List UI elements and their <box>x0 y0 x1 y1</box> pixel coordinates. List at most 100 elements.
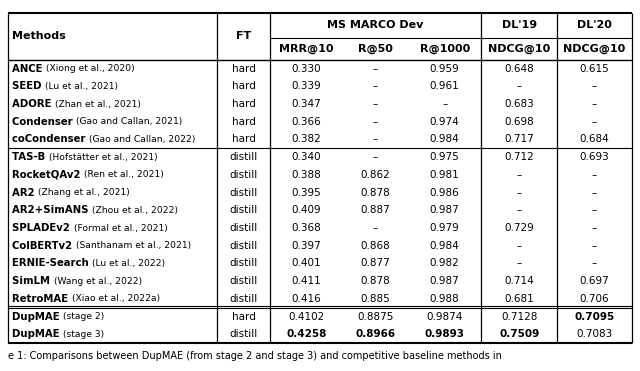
Text: 0.416: 0.416 <box>291 294 321 304</box>
Text: (Santhanam et al., 2021): (Santhanam et al., 2021) <box>76 241 191 250</box>
Text: 0.693: 0.693 <box>580 152 609 162</box>
Text: 0.982: 0.982 <box>430 259 460 269</box>
Text: distill: distill <box>229 329 258 339</box>
Text: (Lu et al., 2022): (Lu et al., 2022) <box>92 259 166 268</box>
Text: 0.975: 0.975 <box>430 152 460 162</box>
Text: –: – <box>516 188 522 198</box>
Text: –: – <box>516 170 522 180</box>
Text: 0.401: 0.401 <box>292 259 321 269</box>
Text: RocketQAv2: RocketQAv2 <box>12 170 84 180</box>
Text: –: – <box>592 205 597 215</box>
Text: DupMAE: DupMAE <box>12 312 63 322</box>
Text: –: – <box>373 117 378 127</box>
Text: –: – <box>373 223 378 233</box>
Text: 0.868: 0.868 <box>361 241 390 251</box>
Text: 0.698: 0.698 <box>504 117 534 127</box>
Text: 0.981: 0.981 <box>430 170 460 180</box>
Text: NDCG@10: NDCG@10 <box>563 44 626 54</box>
Text: –: – <box>592 99 597 109</box>
Text: 0.712: 0.712 <box>504 152 534 162</box>
Text: –: – <box>592 117 597 127</box>
Text: (Ren et al., 2021): (Ren et al., 2021) <box>84 170 164 180</box>
Text: 0.878: 0.878 <box>361 276 390 286</box>
Text: 0.714: 0.714 <box>504 276 534 286</box>
Text: (Wang et al., 2022): (Wang et al., 2022) <box>54 277 142 286</box>
Text: AR2+SimANS: AR2+SimANS <box>12 205 92 215</box>
Text: 0.684: 0.684 <box>580 134 609 144</box>
Text: 0.7095: 0.7095 <box>575 312 614 322</box>
Text: 0.368: 0.368 <box>291 223 321 233</box>
Text: (Formal et al., 2021): (Formal et al., 2021) <box>74 224 167 233</box>
Text: 0.4102: 0.4102 <box>288 312 324 322</box>
Text: distill: distill <box>229 259 258 269</box>
Text: (stage 2): (stage 2) <box>63 312 104 321</box>
Text: e 1: Comparisons between DupMAE (from stage 2 and stage 3) and competitive basel: e 1: Comparisons between DupMAE (from st… <box>8 351 502 361</box>
Text: –: – <box>516 205 522 215</box>
Text: ADORE: ADORE <box>12 99 55 109</box>
Text: distill: distill <box>229 294 258 304</box>
Text: (Xiong et al., 2020): (Xiong et al., 2020) <box>46 64 135 73</box>
Text: 0.366: 0.366 <box>291 117 321 127</box>
Text: –: – <box>592 81 597 91</box>
Text: 0.959: 0.959 <box>430 63 460 73</box>
Text: 0.979: 0.979 <box>430 223 460 233</box>
Text: distill: distill <box>229 188 258 198</box>
Text: hard: hard <box>232 134 255 144</box>
Text: 0.347: 0.347 <box>291 99 321 109</box>
Text: –: – <box>592 259 597 269</box>
Text: –: – <box>373 134 378 144</box>
Text: –: – <box>373 152 378 162</box>
Text: NDCG@10: NDCG@10 <box>488 44 550 54</box>
Text: –: – <box>592 241 597 251</box>
Text: MS MARCO Dev: MS MARCO Dev <box>327 20 424 30</box>
Text: distill: distill <box>229 241 258 251</box>
Text: 0.7083: 0.7083 <box>577 329 612 339</box>
Text: –: – <box>442 99 447 109</box>
Text: DL'20: DL'20 <box>577 20 612 30</box>
Text: 0.862: 0.862 <box>361 170 390 180</box>
Text: –: – <box>516 81 522 91</box>
Text: 0.395: 0.395 <box>291 188 321 198</box>
Text: distill: distill <box>229 170 258 180</box>
Text: –: – <box>373 81 378 91</box>
Text: (Zhan et al., 2021): (Zhan et al., 2021) <box>55 99 141 109</box>
Text: MRR@10: MRR@10 <box>279 44 333 54</box>
Text: (Xiao et al., 2022a): (Xiao et al., 2022a) <box>72 295 160 303</box>
Text: 0.706: 0.706 <box>580 294 609 304</box>
Text: Methods: Methods <box>12 32 65 42</box>
Text: R@1000: R@1000 <box>420 44 470 54</box>
Text: 0.729: 0.729 <box>504 223 534 233</box>
Text: 0.330: 0.330 <box>292 63 321 73</box>
Text: FT: FT <box>236 32 251 42</box>
Text: 0.8966: 0.8966 <box>355 329 396 339</box>
Text: 0.697: 0.697 <box>580 276 609 286</box>
Text: 0.339: 0.339 <box>291 81 321 91</box>
Text: (Zhang et al., 2021): (Zhang et al., 2021) <box>38 188 130 197</box>
Text: 0.984: 0.984 <box>430 134 460 144</box>
Text: distill: distill <box>229 223 258 233</box>
Text: 0.885: 0.885 <box>361 294 390 304</box>
Text: DupMAE: DupMAE <box>12 329 63 339</box>
Text: hard: hard <box>232 99 255 109</box>
Text: hard: hard <box>232 81 255 91</box>
Text: 0.4258: 0.4258 <box>286 329 326 339</box>
Text: distill: distill <box>229 205 258 215</box>
Text: –: – <box>516 241 522 251</box>
Text: ERNIE-Search: ERNIE-Search <box>12 259 92 269</box>
Text: DL'19: DL'19 <box>502 20 537 30</box>
Text: –: – <box>592 223 597 233</box>
Text: 0.411: 0.411 <box>291 276 321 286</box>
Text: 0.648: 0.648 <box>504 63 534 73</box>
Text: –: – <box>516 259 522 269</box>
Text: 0.8875: 0.8875 <box>357 312 394 322</box>
Text: TAS-B: TAS-B <box>12 152 49 162</box>
Text: hard: hard <box>232 117 255 127</box>
Text: 0.9893: 0.9893 <box>425 329 465 339</box>
Text: (Lu et al., 2021): (Lu et al., 2021) <box>45 82 118 91</box>
Text: SEED: SEED <box>12 81 45 91</box>
Text: hard: hard <box>232 63 255 73</box>
Text: –: – <box>373 99 378 109</box>
Text: –: – <box>592 170 597 180</box>
Text: Condenser: Condenser <box>12 117 76 127</box>
Text: 0.974: 0.974 <box>430 117 460 127</box>
